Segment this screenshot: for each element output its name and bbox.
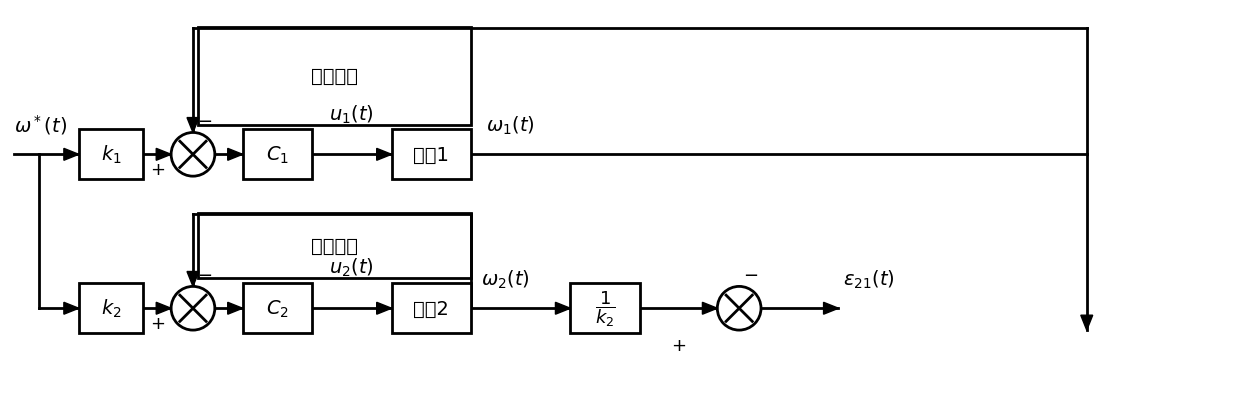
Polygon shape (156, 149, 171, 161)
Polygon shape (228, 302, 243, 314)
Polygon shape (377, 149, 392, 161)
Text: 电机2: 电机2 (413, 299, 449, 318)
Circle shape (171, 287, 215, 330)
Text: $-$: $-$ (197, 111, 212, 129)
Polygon shape (377, 302, 392, 314)
Text: $\omega_2(t)$: $\omega_2(t)$ (481, 268, 529, 291)
Polygon shape (187, 118, 198, 133)
Text: $k_2$: $k_2$ (100, 298, 122, 320)
Polygon shape (556, 302, 570, 314)
Text: 跟踪闭环: 跟踪闭环 (311, 67, 358, 86)
Circle shape (171, 133, 215, 177)
Text: $\omega^*(t)$: $\omega^*(t)$ (14, 113, 67, 137)
Text: $u_1(t)$: $u_1(t)$ (330, 103, 374, 125)
Bar (392, 130, 471, 180)
Polygon shape (702, 302, 717, 314)
Text: $C_1$: $C_1$ (265, 144, 289, 166)
Text: $\varepsilon_{21}(t)$: $\varepsilon_{21}(t)$ (843, 268, 895, 291)
Circle shape (717, 287, 761, 330)
Polygon shape (823, 302, 838, 314)
Polygon shape (64, 302, 79, 314)
Text: $k_1$: $k_1$ (100, 144, 122, 166)
Bar (392, 284, 471, 333)
Text: +: + (671, 336, 686, 354)
Bar (79, 130, 144, 180)
Polygon shape (1081, 316, 1092, 330)
Bar (79, 284, 144, 333)
Text: 电机1: 电机1 (413, 146, 449, 164)
Text: +: + (150, 314, 165, 332)
Polygon shape (187, 272, 198, 287)
Bar (243, 284, 312, 333)
Text: $\omega_1(t)$: $\omega_1(t)$ (486, 115, 534, 137)
Polygon shape (228, 149, 243, 161)
Text: +: + (150, 161, 165, 179)
Bar (198, 213, 471, 279)
Text: $u_2(t)$: $u_2(t)$ (330, 257, 374, 279)
Polygon shape (156, 302, 171, 314)
Bar (198, 28, 471, 125)
Text: $-$: $-$ (743, 265, 759, 283)
Text: 跟踪闭环: 跟踪闭环 (311, 237, 358, 255)
Polygon shape (64, 149, 79, 161)
Bar (570, 284, 640, 333)
Text: $-$: $-$ (197, 265, 212, 283)
Text: $C_2$: $C_2$ (265, 298, 289, 319)
Bar (243, 130, 312, 180)
Text: $\dfrac{1}{k_2}$: $\dfrac{1}{k_2}$ (595, 289, 615, 328)
